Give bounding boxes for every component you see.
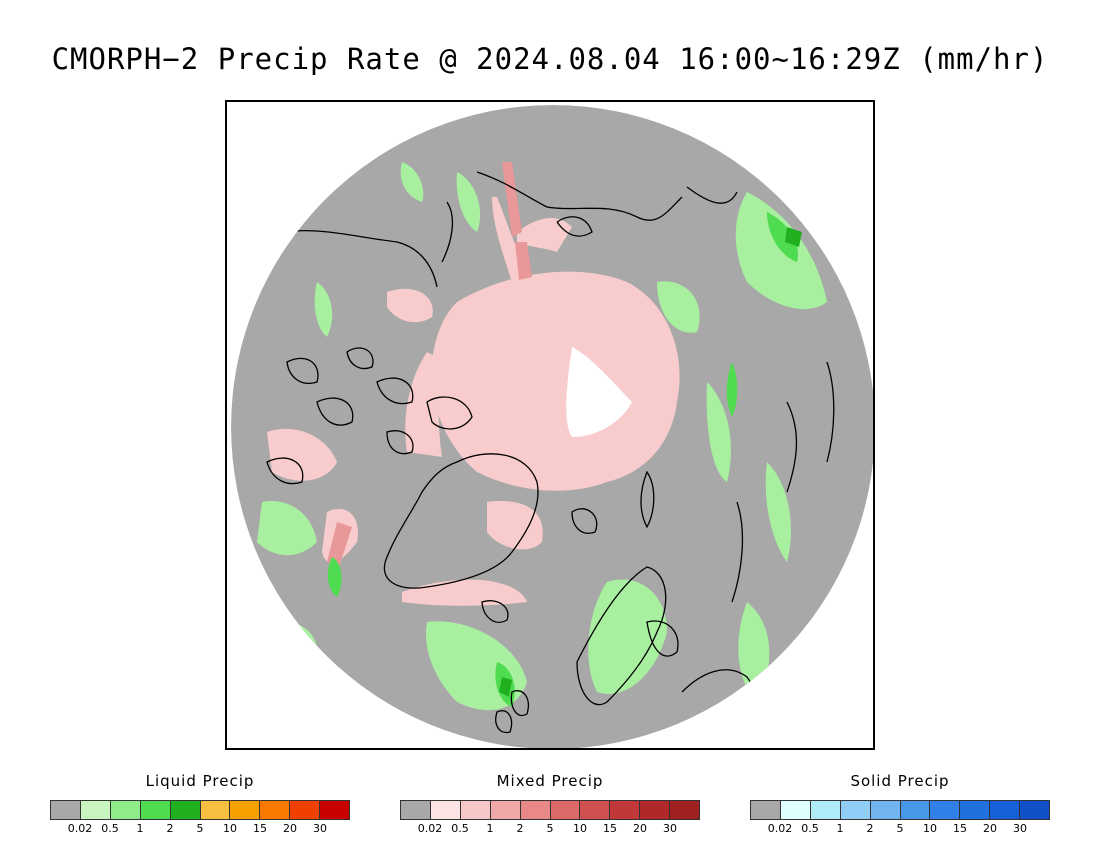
legend-title: Liquid Precip: [145, 772, 255, 790]
tick-label: 20: [633, 822, 647, 835]
tick-labels: 0.02 0.5 1 2 5 10 15 20 30: [400, 822, 700, 836]
color-swatch: [870, 801, 901, 819]
legend-solid: Solid Precip 0.02 0.5 1 2 5 10 15 20 30: [750, 772, 1050, 836]
tick-label: 5: [196, 822, 204, 835]
tick-label: 0.02: [417, 822, 443, 835]
tick-label: 30: [1013, 822, 1027, 835]
color-swatch: [580, 801, 611, 819]
tick-label: 10: [923, 822, 937, 835]
tick-label: 0.02: [767, 822, 793, 835]
tick-label: 1: [136, 822, 144, 835]
legend-liquid: Liquid Precip 0.02 0.5 1 2 5 10 15 20 30: [50, 772, 350, 836]
liquid-precip-heavy: [499, 227, 802, 697]
legend-mixed: Mixed Precip 0.02 0.5 1 2 5 10 15 20 30: [400, 772, 700, 836]
tick-label: 2: [866, 822, 874, 835]
color-swatch: [80, 801, 111, 819]
color-swatch: [200, 801, 231, 819]
polar-map-svg: [231, 105, 873, 748]
color-swatch: [260, 801, 291, 819]
legend-title: Solid Precip: [850, 772, 950, 790]
color-swatch: [840, 801, 871, 819]
precip-map: [225, 100, 875, 750]
color-swatch: [51, 801, 81, 819]
tick-label: 15: [603, 822, 617, 835]
tick-labels: 0.02 0.5 1 2 5 10 15 20 30: [50, 822, 350, 836]
color-swatch: [751, 801, 781, 819]
tick-label: 0.5: [451, 822, 469, 835]
tick-label: 15: [253, 822, 267, 835]
color-swatch: [900, 801, 931, 819]
color-swatch: [110, 801, 141, 819]
color-swatch: [810, 801, 841, 819]
tick-label: 0.5: [801, 822, 819, 835]
tick-label: 2: [516, 822, 524, 835]
tick-label: 30: [663, 822, 677, 835]
color-swatch: [170, 801, 201, 819]
color-swatch: [550, 801, 581, 819]
color-swatch: [460, 801, 491, 819]
color-swatch: [610, 801, 641, 819]
color-swatch: [640, 801, 671, 819]
color-swatch: [990, 801, 1021, 819]
tick-label: 1: [836, 822, 844, 835]
color-swatch: [930, 801, 961, 819]
color-swatch: [401, 801, 431, 819]
tick-label: 20: [983, 822, 997, 835]
tick-label: 30: [313, 822, 327, 835]
color-swatch: [140, 801, 171, 819]
color-swatch: [780, 801, 811, 819]
color-swatch: [320, 801, 350, 819]
color-swatch: [960, 801, 991, 819]
legend-title: Mixed Precip: [496, 772, 604, 790]
mixed-precip-heavy: [327, 162, 532, 567]
color-scale: [400, 800, 700, 820]
color-swatch: [230, 801, 261, 819]
color-scale: [50, 800, 350, 820]
tick-label: 5: [546, 822, 554, 835]
color-scale: [750, 800, 1050, 820]
tick-label: 0.5: [101, 822, 119, 835]
tick-label: 10: [223, 822, 237, 835]
color-swatch: [670, 801, 700, 819]
tick-label: 1: [486, 822, 494, 835]
tick-label: 10: [573, 822, 587, 835]
color-swatch: [290, 801, 321, 819]
tick-label: 0.02: [67, 822, 93, 835]
tick-label: 2: [166, 822, 174, 835]
color-swatch: [1020, 801, 1050, 819]
map-title: CMORPH−2 Precip Rate @ 2024.08.04 16:00~…: [51, 42, 1049, 76]
tick-labels: 0.02 0.5 1 2 5 10 15 20 30: [750, 822, 1050, 836]
color-swatch: [430, 801, 461, 819]
mixed-precip-areas: [267, 197, 680, 606]
coastlines: [266, 171, 835, 743]
tick-label: 20: [283, 822, 297, 835]
color-swatch: [490, 801, 521, 819]
tick-label: 5: [896, 822, 904, 835]
color-swatch: [520, 801, 551, 819]
tick-label: 15: [953, 822, 967, 835]
solid-light-patch: [566, 347, 632, 437]
